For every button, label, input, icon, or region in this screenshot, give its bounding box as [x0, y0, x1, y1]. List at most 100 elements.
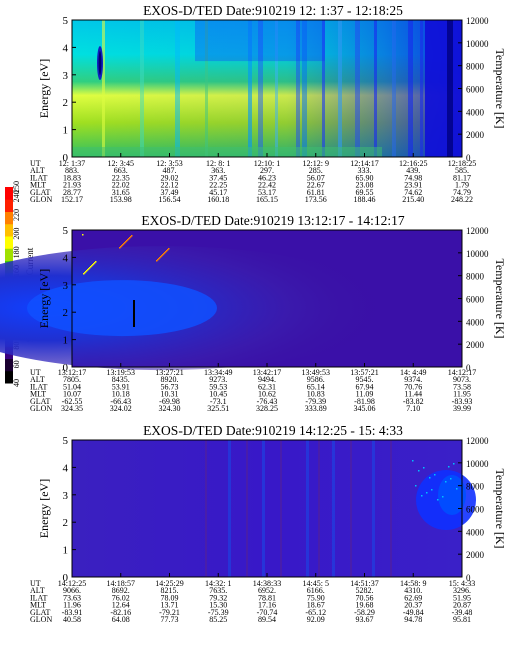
heatmap-region [438, 475, 466, 515]
table-cell: 9374. [404, 375, 422, 384]
table-cell: 439. [406, 166, 420, 175]
heatmap-speckle [89, 267, 91, 269]
y2-tick-label: 12000 [466, 436, 489, 446]
table-cell: 487. [163, 166, 177, 175]
table-row-label: ILAT [30, 173, 47, 182]
y2-tick-label: 2000 [466, 340, 485, 350]
table-row-label: ALT [30, 586, 45, 595]
table-cell: -83.82 [403, 397, 424, 406]
table-cell: 8215. [161, 586, 179, 595]
table-cell: 153.98 [110, 195, 132, 204]
heatmap-speckle [156, 260, 158, 262]
colorbar-tick-label: 40 [12, 379, 21, 387]
y2-tick-label: 12000 [466, 16, 489, 26]
heatmap-speckle [448, 466, 450, 468]
table-cell: 14:58: 9 [400, 579, 426, 588]
table-cell: 13:27:21 [155, 368, 183, 377]
table-cell: 10.62 [258, 390, 276, 399]
table-cell: 7635. [209, 586, 227, 595]
table-row-label: GLON [30, 195, 52, 204]
colorbar-swatch [5, 358, 13, 372]
heatmap-speckle [121, 245, 123, 247]
table-row-label: GLAT [30, 397, 51, 406]
table-cell: -83.91 [62, 608, 83, 617]
heatmap-spot [133, 300, 135, 327]
table-cell: 165.15 [256, 195, 278, 204]
table-cell: 23.91 [404, 181, 422, 190]
heatmap-speckle [445, 481, 447, 483]
y2-tick-label: 4000 [466, 527, 485, 537]
table-cell: 78.09 [161, 593, 179, 602]
table-cell: 15: 4:33 [449, 579, 475, 588]
heatmap-speckle [127, 239, 129, 241]
table-cell: 74.98 [404, 173, 422, 182]
heatmap-speckle [434, 474, 436, 476]
table-cell: -70.74 [257, 608, 278, 617]
table-cell: 9494. [258, 375, 276, 384]
table-cell: 7805. [63, 375, 81, 384]
heatmap-streak [332, 440, 335, 577]
heatmap-speckle [88, 268, 90, 270]
heatmap-speckle [165, 251, 167, 253]
table-row-label: MLT [30, 390, 46, 399]
heatmap-speckle [87, 269, 89, 271]
heatmap-speckle [421, 495, 423, 497]
y2-tick-label: 10000 [466, 249, 489, 259]
heatmap-speckle [92, 264, 94, 266]
heatmap-speckle [83, 273, 85, 275]
table-cell: 10.45 [209, 390, 227, 399]
table-cell: 12:12: 9 [303, 159, 329, 168]
heatmap-speckle [85, 271, 87, 273]
y-tick-label: 0 [63, 362, 69, 374]
heatmap-speckle [456, 488, 458, 490]
table-cell: 78.81 [258, 593, 276, 602]
table-cell: 14: 4:49 [400, 368, 426, 377]
table-cell: 22.02 [112, 181, 130, 190]
heatmap-speckle [423, 467, 425, 469]
heatmap-speckle [126, 240, 128, 242]
table-cell: 18.83 [63, 173, 81, 182]
table-cell: 94.78 [404, 615, 422, 624]
table-cell: 12:10: 1 [254, 159, 280, 168]
table-cell: 62.69 [404, 593, 422, 602]
table-cell: 188.46 [354, 195, 376, 204]
table-cell: 22.12 [161, 181, 179, 190]
table-cell: 10.83 [307, 390, 325, 399]
table-cell: 67.94 [356, 382, 374, 391]
table-row-label: MLT [30, 601, 46, 610]
y-tick-label: 4 [63, 462, 69, 474]
y-tick-label: 4 [63, 252, 69, 264]
heatmap-speckle [442, 496, 444, 498]
table-row-label: MLT [30, 181, 46, 190]
heatmap-speckle [164, 252, 166, 254]
y2-tick-label: 4000 [466, 317, 485, 327]
heatmap-region [425, 20, 462, 157]
table-cell: 12: 3:45 [108, 159, 134, 168]
heatmap-speckle [91, 265, 93, 267]
table-cell: 21.93 [63, 181, 81, 190]
heatmap-speckle [95, 261, 97, 263]
table-cell: 215.40 [402, 195, 424, 204]
table-cell: 12.64 [112, 601, 130, 610]
heatmap-streak [228, 440, 231, 577]
table-cell: 59.53 [209, 382, 227, 391]
heatmap-streak [390, 440, 392, 577]
colorbar-swatch [5, 248, 13, 261]
table-row-label: UT [30, 368, 41, 377]
heatmap-streak [447, 20, 453, 157]
heatmap-spot [98, 51, 102, 75]
heatmap-speckle [130, 236, 132, 238]
table-cell: 13:12:17 [58, 368, 86, 377]
table-cell: 61.81 [307, 188, 325, 197]
y-tick-label: 2 [63, 307, 69, 319]
table-cell: 77.73 [161, 615, 179, 624]
table-row-label: GLAT [30, 188, 51, 197]
y2-tick-label: 2000 [466, 550, 485, 560]
table-cell: 79.32 [209, 593, 227, 602]
y2-tick-label: 8000 [466, 482, 485, 492]
table-cell: 9545. [356, 375, 374, 384]
heatmap-speckle [166, 250, 168, 252]
heatmap-speckle [131, 235, 133, 237]
y-tick-label: 3 [63, 490, 69, 502]
table-cell: -65.12 [305, 608, 326, 617]
